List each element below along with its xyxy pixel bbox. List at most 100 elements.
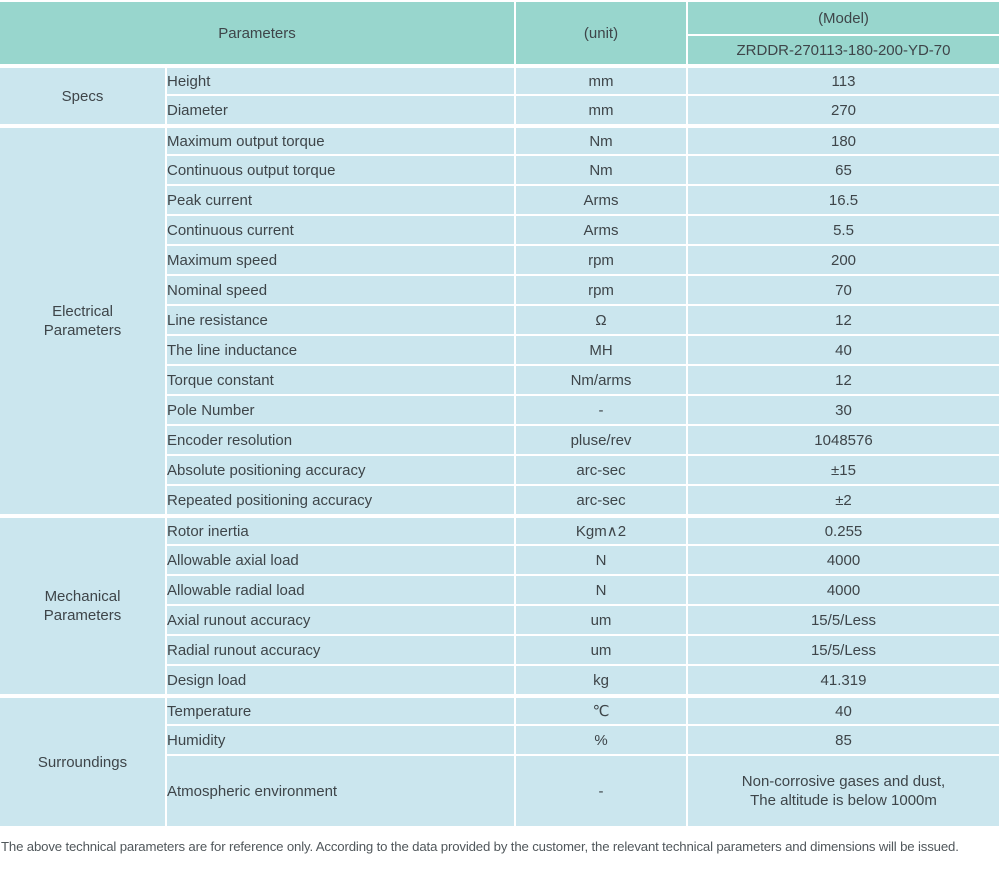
value-cell: 12 bbox=[688, 364, 999, 394]
value-cell: 70 bbox=[688, 274, 999, 304]
table-row: Torque constant Nm/arms 12 bbox=[0, 364, 999, 394]
value-cell: 180 bbox=[688, 124, 999, 154]
param-name-cell: Maximum output torque bbox=[167, 124, 516, 154]
table-row: Continuous output torque Nm 65 bbox=[0, 154, 999, 184]
value-cell: 4000 bbox=[688, 574, 999, 604]
table-row: Mechanical Parameters Rotor inertia Kgm∧2 0… bbox=[0, 514, 999, 694]
param-name-cell: Radial runout accuracy bbox=[167, 634, 516, 664]
spec-table-header: Parameters (unit) (Model) ZRDDR-270113-1… bbox=[0, 2, 999, 64]
spec-table: Parameters (unit) (Model) ZRDDR-270113-1… bbox=[0, 2, 999, 826]
unit-cell: mm bbox=[516, 64, 688, 94]
unit-cell: - bbox=[516, 754, 688, 826]
footer-note: The above technical parameters are for r… bbox=[1, 839, 959, 854]
table-row: Axial runout accuracy um 15/5/Less bbox=[0, 604, 999, 634]
value-cell: 41.319 bbox=[688, 664, 999, 694]
unit-cell: rpm bbox=[516, 274, 688, 304]
param-name-cell: Temperature bbox=[167, 694, 516, 724]
value-cell: ±15 bbox=[688, 454, 999, 484]
table-row: Continuous current Arms 5.5 bbox=[0, 214, 999, 244]
value-cell: 30 bbox=[688, 394, 999, 424]
value-cell: 65 bbox=[688, 154, 999, 184]
unit-cell: Kgm∧2 bbox=[516, 514, 688, 544]
section-label: Electrical Parameters bbox=[0, 124, 167, 514]
table-row: Absolute positioning accuracy arc-sec ±15 bbox=[0, 454, 999, 484]
header-parameters: Parameters bbox=[0, 2, 516, 64]
value-cell: 0.255 bbox=[688, 514, 999, 544]
table-row: Atmospheric environment - Non-corrosive ga… bbox=[0, 754, 999, 826]
param-name-cell: Continuous output torque bbox=[167, 154, 516, 184]
table-row: Diameter mm 270 bbox=[0, 94, 999, 124]
table-row: Design load kg 41.319 bbox=[0, 664, 999, 694]
param-name-cell: Height bbox=[167, 64, 516, 94]
unit-cell: MH bbox=[516, 334, 688, 364]
param-name-cell: Diameter bbox=[167, 94, 516, 124]
unit-cell: N bbox=[516, 544, 688, 574]
table-row: Nominal speed rpm 70 bbox=[0, 274, 999, 304]
value-cell: Non-corrosive gases and dust, The altitu… bbox=[688, 754, 999, 826]
section-label: Surroundings bbox=[0, 694, 167, 826]
unit-cell: % bbox=[516, 724, 688, 754]
table-row: Radial runout accuracy um 15/5/Less bbox=[0, 634, 999, 664]
param-name-cell: Design load bbox=[167, 664, 516, 694]
unit-cell: pluse/rev bbox=[516, 424, 688, 454]
param-name-cell: Allowable axial load bbox=[167, 544, 516, 574]
unit-cell: rpm bbox=[516, 244, 688, 274]
unit-cell: Nm bbox=[516, 154, 688, 184]
value-cell: 12 bbox=[688, 304, 999, 334]
value-cell: 270 bbox=[688, 94, 999, 124]
unit-cell: Ω bbox=[516, 304, 688, 334]
table-row: Surroundings Temperature ℃ 40 bbox=[0, 694, 999, 826]
param-name-cell: Nominal speed bbox=[167, 274, 516, 304]
table-row: Pole Number -30 bbox=[0, 394, 999, 424]
param-name-cell: The line inductance bbox=[167, 334, 516, 364]
unit-cell: N bbox=[516, 574, 688, 604]
unit-cell: Arms bbox=[516, 184, 688, 214]
param-name-cell: Humidity bbox=[167, 724, 516, 754]
header-model: (Model) bbox=[688, 2, 999, 34]
unit-cell: ℃ bbox=[516, 694, 688, 724]
value-cell: 40 bbox=[688, 694, 999, 724]
unit-cell: Nm bbox=[516, 124, 688, 154]
header-row-1: Parameters (unit) (Model) bbox=[0, 2, 999, 64]
param-name-cell: Rotor inertia bbox=[167, 514, 516, 544]
param-name-cell: Pole Number bbox=[167, 394, 516, 424]
param-name-cell: Torque constant bbox=[167, 364, 516, 394]
value-cell: 4000 bbox=[688, 544, 999, 574]
table-row: Allowable radial load N 4000 bbox=[0, 574, 999, 604]
table-row: Peak current Arms 16.5 bbox=[0, 184, 999, 214]
param-name-cell: Peak current bbox=[167, 184, 516, 214]
unit-cell: kg bbox=[516, 664, 688, 694]
value-cell: 113 bbox=[688, 64, 999, 94]
table-row: Maximum speed rpm 200 bbox=[0, 244, 999, 274]
value-cell: 1048576 bbox=[688, 424, 999, 454]
value-cell: 5.5 bbox=[688, 214, 999, 244]
param-name-cell: Axial runout accuracy bbox=[167, 604, 516, 634]
table-row: Allowable axial load N 4000 bbox=[0, 544, 999, 574]
unit-cell: mm bbox=[516, 94, 688, 124]
section-label: Mechanical Parameters bbox=[0, 514, 167, 694]
header-unit: (unit) bbox=[516, 2, 688, 64]
param-name-cell: Allowable radial load bbox=[167, 574, 516, 604]
table-row: Specs Height mm 113 bbox=[0, 64, 999, 124]
table-row: Line resistance Ω 12 bbox=[0, 304, 999, 334]
table-row: Encoder resolution pluse/rev 1048576 bbox=[0, 424, 999, 454]
value-cell: ±2 bbox=[688, 484, 999, 514]
param-name-cell: Absolute positioning accuracy bbox=[167, 454, 516, 484]
unit-cell: um bbox=[516, 604, 688, 634]
value-cell: 200 bbox=[688, 244, 999, 274]
unit-cell: um bbox=[516, 634, 688, 664]
value-cell: 15/5/Less bbox=[688, 634, 999, 664]
header-row-2: ZRDDR-270113-180-200-YD-70 bbox=[0, 34, 999, 64]
header-model-number: ZRDDR-270113-180-200-YD-70 bbox=[688, 34, 999, 64]
table-row: The line inductance MH 40 bbox=[0, 334, 999, 364]
unit-cell: arc-sec bbox=[516, 454, 688, 484]
table-row: Electrical Parameters Maximum output torq… bbox=[0, 124, 999, 514]
spec-table-body: Specs Height mm 113 Diameter mm 270 Electrical … bbox=[0, 64, 999, 826]
value-cell: 15/5/Less bbox=[688, 604, 999, 634]
param-name-cell: Line resistance bbox=[167, 304, 516, 334]
value-cell: 85 bbox=[688, 724, 999, 754]
param-name-cell: Continuous current bbox=[167, 214, 516, 244]
table-row: Repeated positioning accuracy arc-sec ±2 bbox=[0, 484, 999, 514]
table-row: Humidity% 85 bbox=[0, 724, 999, 754]
